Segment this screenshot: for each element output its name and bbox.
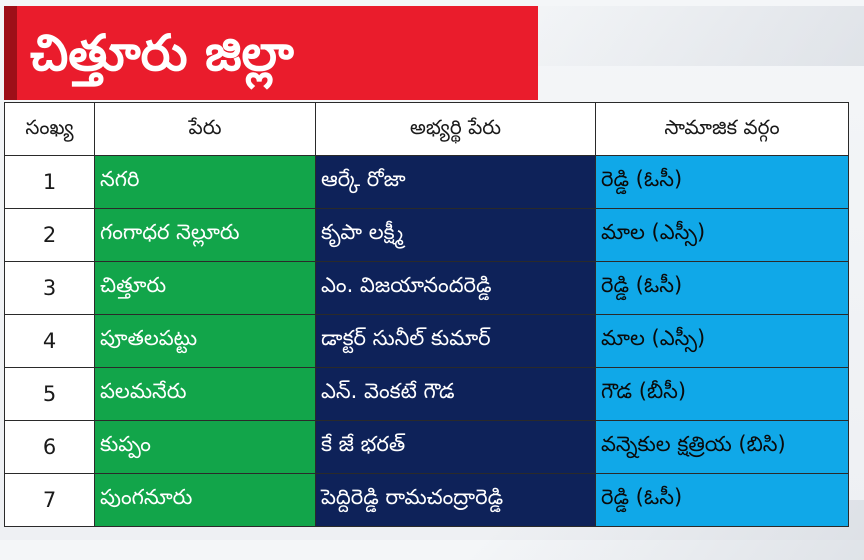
candidate-name: ఎం. విజయానందరెడ్డి [315,261,596,315]
table-row: 7 పుంగనూరు పెద్దిరెడ్డి రామచంద్రారెడ్డి … [4,473,849,527]
title-banner [4,6,538,100]
constituency-name: నగరి [94,155,316,209]
header-candidate: అభ్యర్థి పేరు [315,102,596,156]
constituency-name: కుప్పం [94,420,316,474]
row-number: 3 [4,261,95,315]
candidate-name: ఎన్. వెంకటే గౌడ [315,367,596,421]
table-row: 5 పలమనేరు ఎన్. వెంకటే గౌడ గౌడ (బీసీ) [4,367,849,421]
header-constituency: పేరు [94,102,316,156]
table-row: 6 కుప్పం కే జే భరత్ వన్నెకుల క్షత్రియ (బ… [4,420,849,474]
table-header-row: సంఖ్య పేరు అభ్యర్థి పేరు సామాజిక వర్గం [4,102,849,156]
title-accent-bar [4,6,17,100]
candidate-name: ఆర్కే రోజా [315,155,596,209]
row-number: 2 [4,208,95,262]
candidate-name: డాక్టర్ సునీల్ కుమార్ [315,314,596,368]
social-category: రెడ్డి (ఓసీ) [595,261,849,315]
social-category: గౌడ (బీసీ) [595,367,849,421]
table-row: 3 చిత్తూరు ఎం. విజయానందరెడ్డి రెడ్డి (ఓస… [4,261,849,315]
social-category: మాల (ఎస్సీ) [595,208,849,262]
social-category: వన్నెకుల క్షత్రియ (బిసి) [595,420,849,474]
social-category: రెడ్డి (ఓసీ) [595,155,849,209]
page-title: చిత్తూరు జిల్లా [30,24,294,82]
row-number: 1 [4,155,95,209]
constituency-name: చిత్తూరు [94,261,316,315]
candidate-name: కే జే భరత్ [315,420,596,474]
constituency-name: పుంగనూరు [94,473,316,527]
social-category: మాల (ఎస్సీ) [595,314,849,368]
table-row: 1 నగరి ఆర్కే రోజా రెడ్డి (ఓసీ) [4,155,849,209]
table-row: 4 పూతలపట్టు డాక్టర్ సునీల్ కుమార్ మాల (ఎ… [4,314,849,368]
constituency-name: గంగాధర నెల్లూరు [94,208,316,262]
social-category: రెడ్డి (ఓసీ) [595,473,849,527]
constituency-name: పలమనేరు [94,367,316,421]
row-number: 6 [4,420,95,474]
candidates-table: సంఖ్య పేరు అభ్యర్థి పేరు సామాజిక వర్గం 1… [4,102,849,527]
header-social-category: సామాజిక వర్గం [595,102,849,156]
row-number: 7 [4,473,95,527]
row-number: 5 [4,367,95,421]
header-number: సంఖ్య [4,102,95,156]
row-number: 4 [4,314,95,368]
candidate-name: పెద్దిరెడ్డి రామచంద్రారెడ్డి [315,473,596,527]
table-row: 2 గంగాధర నెల్లూరు కృపా లక్ష్మీ మాల (ఎస్స… [4,208,849,262]
constituency-name: పూతలపట్టు [94,314,316,368]
candidate-name: కృపా లక్ష్మీ [315,208,596,262]
